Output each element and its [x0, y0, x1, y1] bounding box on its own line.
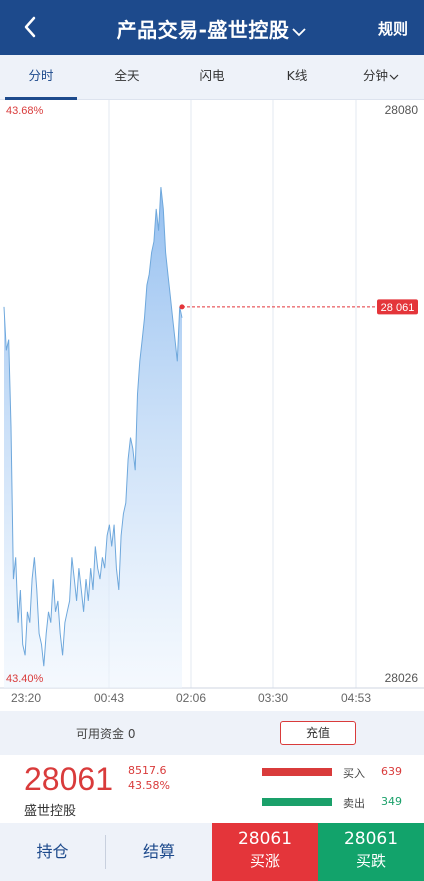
chevron-left-icon[interactable] — [18, 14, 44, 40]
current-price-dot — [179, 304, 185, 310]
x-tick-label: 02:06 — [176, 691, 206, 705]
tab-kline[interactable]: K线 — [261, 55, 333, 100]
sell-label: 卖出 — [343, 797, 365, 810]
tab-label: 分钟 — [362, 68, 388, 83]
pct-top-label: 43.68% — [6, 105, 44, 117]
current-price-label: 28 061 — [381, 302, 415, 314]
page-title-text: 产品交易-盛世控股 — [116, 18, 290, 42]
tab-label: 分时 — [28, 68, 54, 83]
tab-label: 闪电 — [199, 68, 225, 83]
buy-bar — [262, 768, 332, 776]
tab-full-day[interactable]: 全天 — [91, 55, 163, 100]
buy-up-label: 买涨 — [249, 852, 280, 870]
page-title[interactable]: 产品交易-盛世控股 — [0, 14, 424, 43]
tab-timeshare[interactable]: 分时 — [5, 55, 77, 100]
chevron-down-icon — [389, 74, 399, 80]
current-price-box — [377, 299, 418, 315]
fund-bar: 可用资金 0 充值 — [0, 711, 424, 755]
current-price: 28061 — [24, 761, 113, 797]
settlement-button[interactable]: 结算 — [142, 842, 175, 861]
available-funds: 可用资金 0 — [76, 727, 136, 741]
x-tick-label: 23:20 — [11, 691, 41, 705]
rules-link[interactable]: 规则 — [377, 20, 408, 38]
price-chart[interactable]: 28 061 43.68% 28080 43.40% 28026 23:20 00… — [0, 100, 424, 710]
chart-tabs: 分时 全天 闪电 K线 分钟 — [0, 55, 424, 100]
price-change: 8517.6 — [128, 764, 167, 777]
sell-count: 349 — [381, 795, 402, 808]
y-top-label: 28080 — [385, 103, 419, 117]
recharge-button[interactable]: 充值 — [280, 721, 356, 745]
quote-panel: 28061 8517.6 43.58% 盛世控股 买入 639 卖出 349 — [0, 755, 424, 823]
price-line — [3, 187, 183, 667]
bottom-action-bar: 持仓 结算 28061 买涨 28061 买跌 — [0, 823, 424, 881]
tab-label: 全天 — [114, 68, 140, 83]
sell-bar — [262, 798, 332, 806]
app-header: 产品交易-盛世控股 规则 — [0, 0, 424, 55]
divider — [105, 835, 106, 869]
buy-label: 买入 — [343, 767, 365, 780]
buy-down-button[interactable]: 28061 买跌 — [318, 823, 424, 881]
x-tick-label: 04:53 — [341, 691, 371, 705]
price-change-pct: 43.58% — [128, 779, 170, 792]
tab-lightning[interactable]: 闪电 — [176, 55, 248, 100]
tab-minute[interactable]: 分钟 — [345, 55, 417, 100]
price-area — [4, 187, 182, 688]
buy-down-price: 28061 — [343, 829, 399, 849]
x-tick-label: 03:30 — [258, 691, 288, 705]
product-name: 盛世控股 — [24, 804, 77, 819]
tab-label: K线 — [286, 68, 308, 83]
buy-up-button[interactable]: 28061 买涨 — [212, 823, 318, 881]
buy-count: 639 — [381, 765, 402, 778]
buy-up-price: 28061 — [237, 829, 293, 849]
positions-button[interactable]: 持仓 — [36, 842, 69, 861]
x-tick-label: 00:43 — [94, 691, 124, 705]
chevron-down-icon — [292, 27, 307, 36]
pct-bottom-label: 43.40% — [6, 673, 44, 685]
chart-svg: 28 061 43.68% 28080 43.40% 28026 23:20 00… — [0, 100, 424, 705]
y-bottom-label: 28026 — [385, 671, 419, 685]
buy-down-label: 买跌 — [355, 852, 386, 870]
